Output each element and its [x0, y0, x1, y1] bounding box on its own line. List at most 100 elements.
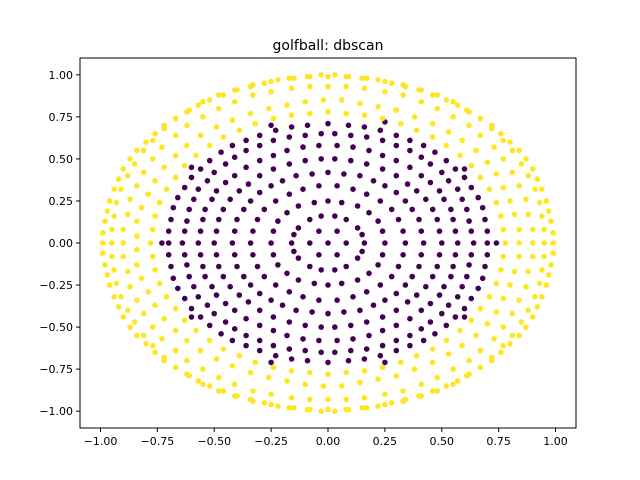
data-point: [181, 295, 188, 302]
x-tick-label: 0.50: [430, 435, 455, 448]
data-point: [140, 310, 147, 317]
data-point: [209, 283, 215, 290]
data-point: [156, 199, 163, 206]
data-point: [359, 405, 365, 411]
data-point: [288, 124, 295, 130]
data-point: [363, 191, 370, 197]
data-point: [466, 371, 472, 378]
x-tick-label: 0.25: [373, 435, 398, 448]
data-point: [109, 253, 115, 260]
data-point: [382, 78, 388, 85]
data-point: [350, 336, 356, 342]
data-point: [147, 240, 154, 246]
data-point: [284, 270, 290, 277]
data-point: [118, 186, 124, 192]
data-point: [509, 332, 516, 339]
data-point: [420, 240, 427, 246]
data-point: [216, 388, 222, 394]
data-point: [152, 178, 158, 184]
data-point: [361, 112, 368, 118]
data-point: [377, 198, 384, 204]
data-point: [229, 142, 236, 149]
data-point: [393, 189, 400, 196]
data-point: [304, 122, 311, 129]
data-point: [202, 206, 208, 213]
data-point: [509, 310, 516, 317]
data-point: [120, 253, 126, 260]
data-point: [507, 282, 513, 288]
data-point: [550, 250, 556, 256]
data-point: [345, 122, 352, 129]
data-point: [152, 267, 158, 273]
data-point: [507, 198, 513, 204]
data-point: [532, 294, 538, 300]
data-point: [100, 240, 106, 246]
data-point: [416, 87, 422, 93]
data-point: [450, 381, 456, 388]
data-point: [332, 72, 338, 78]
data-point: [393, 142, 400, 149]
data-point: [307, 216, 313, 223]
data-point: [143, 341, 149, 347]
data-point: [197, 132, 204, 139]
data-point: [295, 255, 302, 261]
data-point: [161, 315, 167, 322]
data-point: [304, 406, 311, 413]
data-point: [309, 309, 315, 315]
data-point: [466, 218, 472, 224]
data-point: [275, 77, 281, 83]
data-point: [379, 152, 386, 159]
data-point: [436, 228, 443, 234]
data-point: [175, 194, 181, 201]
data-point: [332, 324, 338, 330]
data-point: [229, 337, 236, 344]
data-point: [357, 307, 363, 314]
data-point: [393, 107, 400, 113]
data-point: [454, 294, 461, 300]
data-point: [172, 115, 179, 122]
data-point: [218, 149, 224, 155]
data-point: [293, 172, 299, 179]
data-point: [418, 98, 425, 105]
data-point: [243, 315, 249, 322]
data-point: [127, 196, 133, 203]
data-point: [268, 401, 274, 408]
data-point: [188, 164, 195, 171]
data-point: [454, 378, 461, 384]
data-point: [197, 252, 204, 258]
data-point: [152, 130, 158, 137]
data-point: [429, 273, 436, 280]
data-point: [375, 104, 381, 110]
data-point: [523, 196, 529, 203]
data-point: [459, 342, 466, 349]
data-point: [197, 347, 204, 354]
data-point: [534, 176, 541, 182]
data-point: [523, 156, 529, 162]
data-point: [407, 164, 413, 171]
data-point: [172, 347, 179, 354]
x-tick-label: 0.00: [316, 435, 341, 448]
data-point: [466, 109, 472, 115]
y-tick-label: −0.75: [39, 363, 73, 376]
y-axis: −1.00 −0.75 −0.50 −0.25 0.00 0.25 0.50 0.75 1.00: [39, 69, 80, 418]
data-point: [348, 322, 354, 329]
data-point: [418, 172, 425, 179]
data-point: [473, 147, 479, 154]
data-point: [204, 302, 211, 309]
data-point: [261, 273, 268, 280]
data-point: [200, 366, 206, 372]
data-point: [509, 169, 516, 176]
data-point: [318, 324, 325, 330]
data-point: [245, 299, 252, 305]
data-point: [439, 169, 445, 176]
data-point: [413, 127, 420, 134]
data-point: [325, 406, 331, 413]
data-point: [309, 171, 315, 177]
data-point: [350, 186, 356, 192]
data-point: [318, 408, 325, 415]
data-point: [288, 356, 295, 362]
data-point: [354, 277, 361, 283]
data-point: [216, 216, 222, 223]
data-point: [459, 283, 466, 290]
data-point: [231, 381, 238, 388]
